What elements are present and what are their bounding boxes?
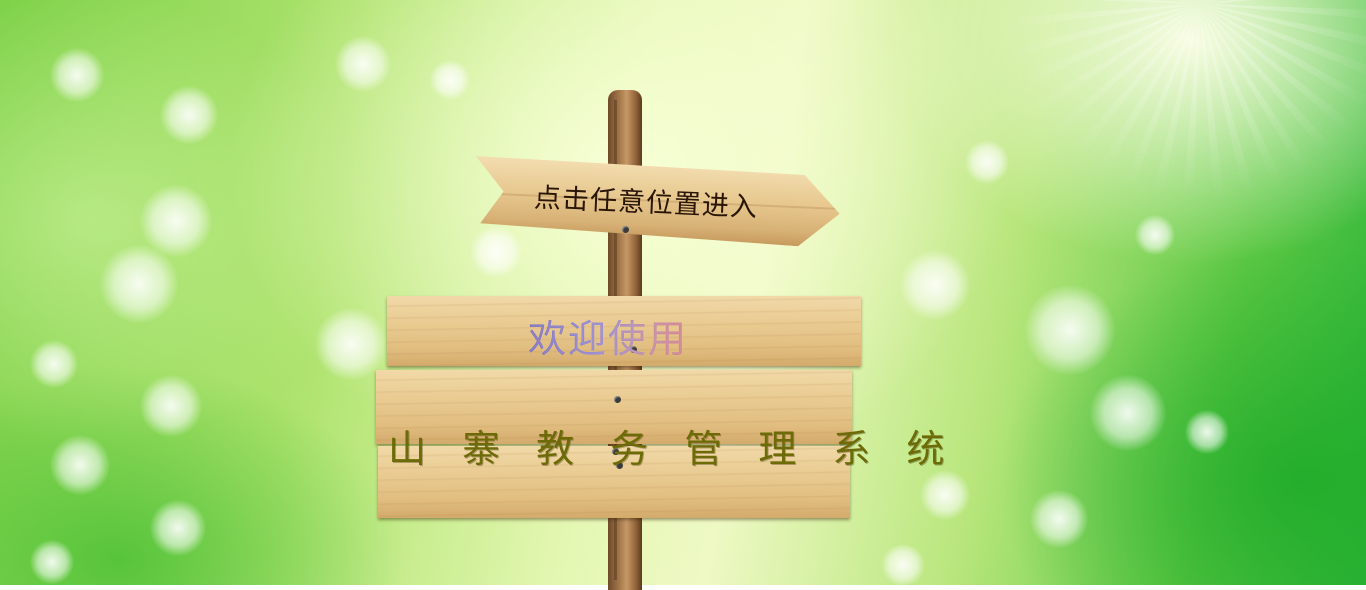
bokeh-light	[1090, 375, 1166, 451]
wood-plank-top	[387, 296, 861, 366]
bokeh-light	[430, 60, 470, 100]
system-name-title: 山 寨 教 务 管 理 系 统	[388, 427, 957, 471]
nail-icon	[614, 396, 621, 403]
nail-icon	[622, 226, 629, 233]
nail-icon	[630, 346, 637, 353]
bokeh-light	[920, 470, 970, 520]
bokeh-light	[470, 226, 522, 278]
wood-plank-middle	[376, 370, 852, 444]
bokeh-light	[880, 545, 926, 585]
bokeh-light	[30, 540, 74, 584]
bokeh-light	[50, 435, 110, 495]
bokeh-light	[335, 36, 391, 92]
bokeh-light	[1135, 215, 1175, 255]
bokeh-light	[1185, 410, 1229, 454]
nail-icon	[616, 462, 623, 469]
nail-icon	[612, 448, 619, 455]
bokeh-light	[30, 340, 78, 388]
wood-plank-bottom	[378, 446, 850, 518]
bokeh-light	[160, 86, 218, 144]
bokeh-light	[140, 185, 212, 257]
bokeh-light	[315, 308, 387, 380]
bokeh-light	[100, 245, 178, 323]
bokeh-light	[1030, 490, 1088, 548]
bokeh-light	[965, 140, 1009, 184]
bokeh-light	[140, 375, 202, 437]
welcome-title: 欢迎使用	[528, 308, 688, 363]
bokeh-light	[50, 48, 104, 102]
sun-rays	[980, 0, 1366, 220]
bokeh-light	[900, 250, 970, 320]
bokeh-light	[1025, 285, 1115, 375]
bokeh-light	[150, 500, 206, 556]
